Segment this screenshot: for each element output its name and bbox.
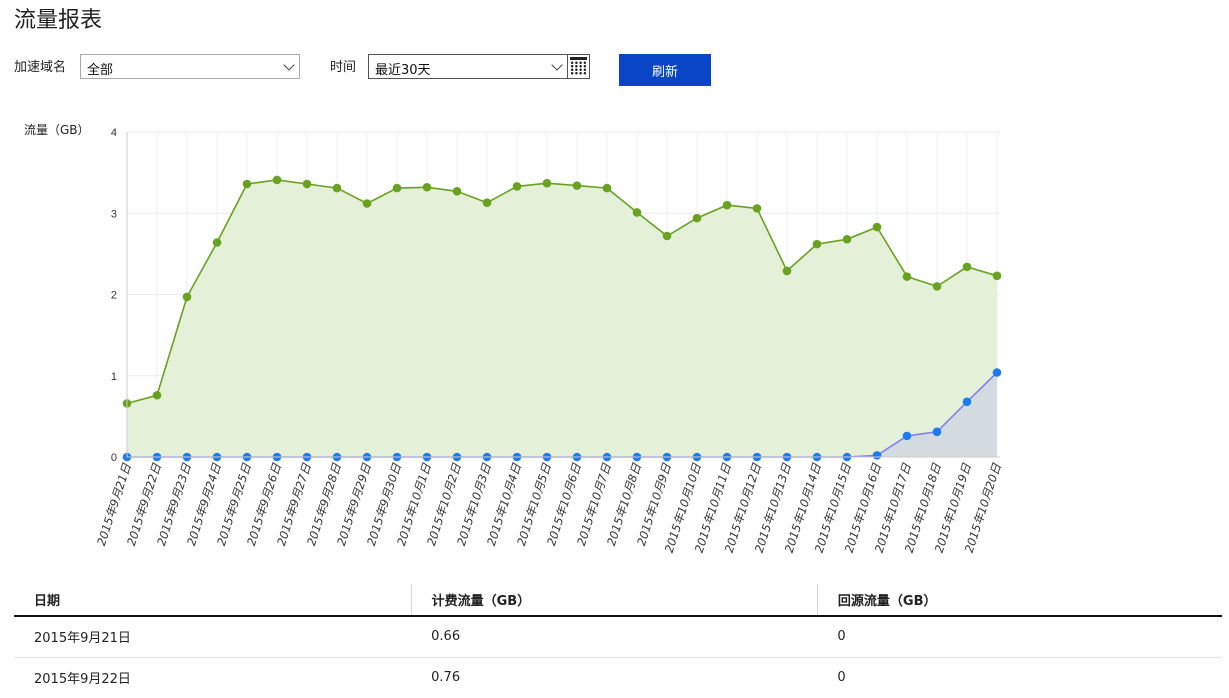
time-filter-label: 时间 <box>330 60 357 75</box>
data-point-s0 <box>692 213 702 223</box>
data-point-s0 <box>632 208 642 217</box>
data-point-s0 <box>932 282 942 291</box>
data-point-s0 <box>572 181 582 190</box>
domain-select[interactable]: 全部 <box>80 54 300 79</box>
refresh-button[interactable]: 刷新 <box>619 54 711 86</box>
y-tick-label: 3 <box>111 208 117 220</box>
table-cell-billed: 0.66 <box>411 616 818 658</box>
data-point-s0 <box>422 182 432 192</box>
time-range-value: 最近30天 <box>375 63 431 78</box>
table-row: 2015年9月21日 0.66 0 <box>14 616 1222 658</box>
data-point-s1 <box>962 397 972 407</box>
data-point-s0 <box>902 272 912 281</box>
chevron-down-icon <box>283 59 295 71</box>
y-tick-label: 0 <box>111 452 117 464</box>
traffic-table: 日期 计费流量（GB） 回源流量（GB） 2015年9月21日 0.66 0 2… <box>14 584 1222 698</box>
data-point-s0 <box>872 222 882 232</box>
chevron-down-icon <box>551 59 563 71</box>
data-point-s0 <box>212 238 222 247</box>
data-point-s1 <box>872 451 882 460</box>
series-line-0 <box>126 179 998 405</box>
data-point-s0 <box>842 234 852 244</box>
data-point-s0 <box>332 183 342 193</box>
data-point-s0 <box>992 271 1002 281</box>
domain-select-value: 全部 <box>87 63 114 78</box>
data-point-s0 <box>272 175 282 185</box>
table-header-billed[interactable]: 计费流量（GB） <box>410 584 818 617</box>
data-point-s1 <box>992 368 1002 377</box>
data-point-s0 <box>752 204 762 213</box>
series-area-1 <box>127 372 997 457</box>
data-point-s0 <box>182 292 192 302</box>
domain-filter-label: 加速域名 <box>14 60 67 75</box>
data-point-s0 <box>392 183 402 193</box>
data-point-s0 <box>662 231 672 241</box>
y-tick-label: 4 <box>111 127 117 139</box>
data-point-s0 <box>242 179 252 189</box>
data-point-s0 <box>722 200 732 210</box>
data-point-s0 <box>602 183 612 193</box>
data-point-s0 <box>152 390 162 400</box>
calendar-icon[interactable] <box>567 55 589 78</box>
series-area-0 <box>127 179 997 457</box>
table-row: 2015年9月22日 0.76 0 <box>14 657 1222 698</box>
data-point-s0 <box>962 262 972 272</box>
table-cell-billed: 0.76 <box>411 657 818 698</box>
data-point-s0 <box>782 266 792 276</box>
traffic-chart: 0 1 2 3 4 流量（GB） 2015年9月21日 2015年9月22日 2015年9月23… <box>0 110 1229 570</box>
traffic-chart-svg: 01234流量（GB）2015年9月21日2015年9月22日2015年9月23… <box>24 123 1004 554</box>
time-range-select[interactable]: 最近30天 <box>368 54 590 79</box>
table-cell-date: 2015年9月22日 <box>14 657 412 698</box>
y-axis-label: 流量（GB） <box>24 123 90 137</box>
table-cell-origin: 0 <box>817 657 1222 698</box>
table-header-row: 日期 计费流量（GB） 回源流量（GB） <box>14 584 1222 617</box>
y-tick-label: 2 <box>111 290 117 302</box>
data-point-s1 <box>902 431 912 441</box>
data-point-s1 <box>932 427 942 437</box>
table-cell-date: 2015年9月21日 <box>14 616 412 658</box>
data-point-s0 <box>482 198 492 207</box>
y-tick-label: 1 <box>111 371 117 383</box>
data-point-s0 <box>542 178 552 188</box>
table-cell-origin: 0 <box>817 616 1222 658</box>
page-title: 流量报表 <box>14 8 103 33</box>
table-header-date[interactable]: 日期 <box>14 584 412 617</box>
data-point-s0 <box>362 199 372 208</box>
data-point-s0 <box>302 179 312 189</box>
data-point-s0 <box>812 239 822 249</box>
data-point-s0 <box>452 187 462 196</box>
data-point-s0 <box>512 182 522 191</box>
table-header-origin[interactable]: 回源流量（GB） <box>816 584 1222 617</box>
